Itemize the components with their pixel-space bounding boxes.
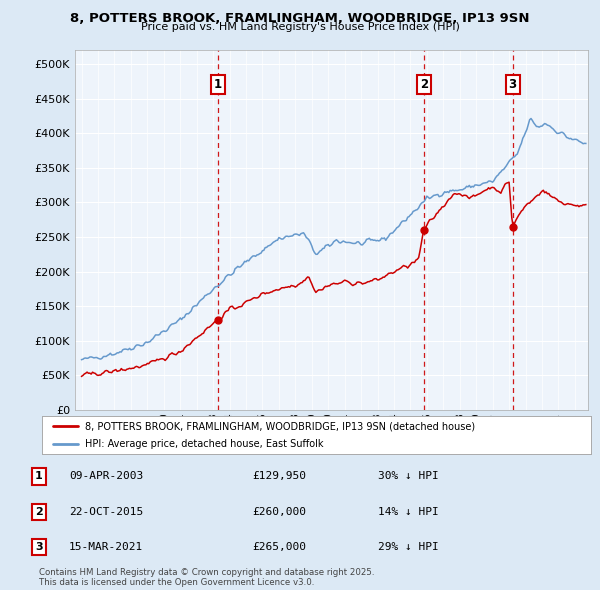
Text: 09-APR-2003: 09-APR-2003 bbox=[69, 471, 143, 481]
Text: 8, POTTERS BROOK, FRAMLINGHAM, WOODBRIDGE, IP13 9SN: 8, POTTERS BROOK, FRAMLINGHAM, WOODBRIDG… bbox=[70, 12, 530, 25]
Text: Price paid vs. HM Land Registry's House Price Index (HPI): Price paid vs. HM Land Registry's House … bbox=[140, 22, 460, 32]
Text: £260,000: £260,000 bbox=[252, 507, 306, 517]
Text: 2: 2 bbox=[419, 78, 428, 91]
Text: Contains HM Land Registry data © Crown copyright and database right 2025.
This d: Contains HM Land Registry data © Crown c… bbox=[39, 568, 374, 587]
Text: 15-MAR-2021: 15-MAR-2021 bbox=[69, 542, 143, 552]
Text: 3: 3 bbox=[35, 542, 43, 552]
Text: £129,950: £129,950 bbox=[252, 471, 306, 481]
Text: 8, POTTERS BROOK, FRAMLINGHAM, WOODBRIDGE, IP13 9SN (detached house): 8, POTTERS BROOK, FRAMLINGHAM, WOODBRIDG… bbox=[85, 421, 475, 431]
Text: £265,000: £265,000 bbox=[252, 542, 306, 552]
Text: 29% ↓ HPI: 29% ↓ HPI bbox=[378, 542, 439, 552]
Text: 1: 1 bbox=[214, 78, 221, 91]
Text: HPI: Average price, detached house, East Suffolk: HPI: Average price, detached house, East… bbox=[85, 439, 323, 449]
Text: 14% ↓ HPI: 14% ↓ HPI bbox=[378, 507, 439, 517]
Text: 22-OCT-2015: 22-OCT-2015 bbox=[69, 507, 143, 517]
Text: 30% ↓ HPI: 30% ↓ HPI bbox=[378, 471, 439, 481]
Text: 2: 2 bbox=[35, 507, 43, 517]
Text: 3: 3 bbox=[508, 78, 517, 91]
Text: 1: 1 bbox=[35, 471, 43, 481]
